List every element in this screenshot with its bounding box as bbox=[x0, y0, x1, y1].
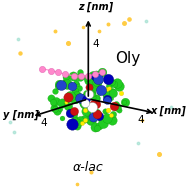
Text: α-lac: α-lac bbox=[73, 161, 104, 174]
Text: y [nm]: y [nm] bbox=[3, 110, 39, 120]
Text: 4: 4 bbox=[41, 118, 47, 128]
Text: 4: 4 bbox=[137, 115, 144, 125]
Text: x [nm]: x [nm] bbox=[150, 106, 186, 116]
Text: Oly: Oly bbox=[115, 51, 140, 66]
Text: z [nm]: z [nm] bbox=[78, 2, 113, 12]
Text: 4: 4 bbox=[92, 39, 99, 49]
